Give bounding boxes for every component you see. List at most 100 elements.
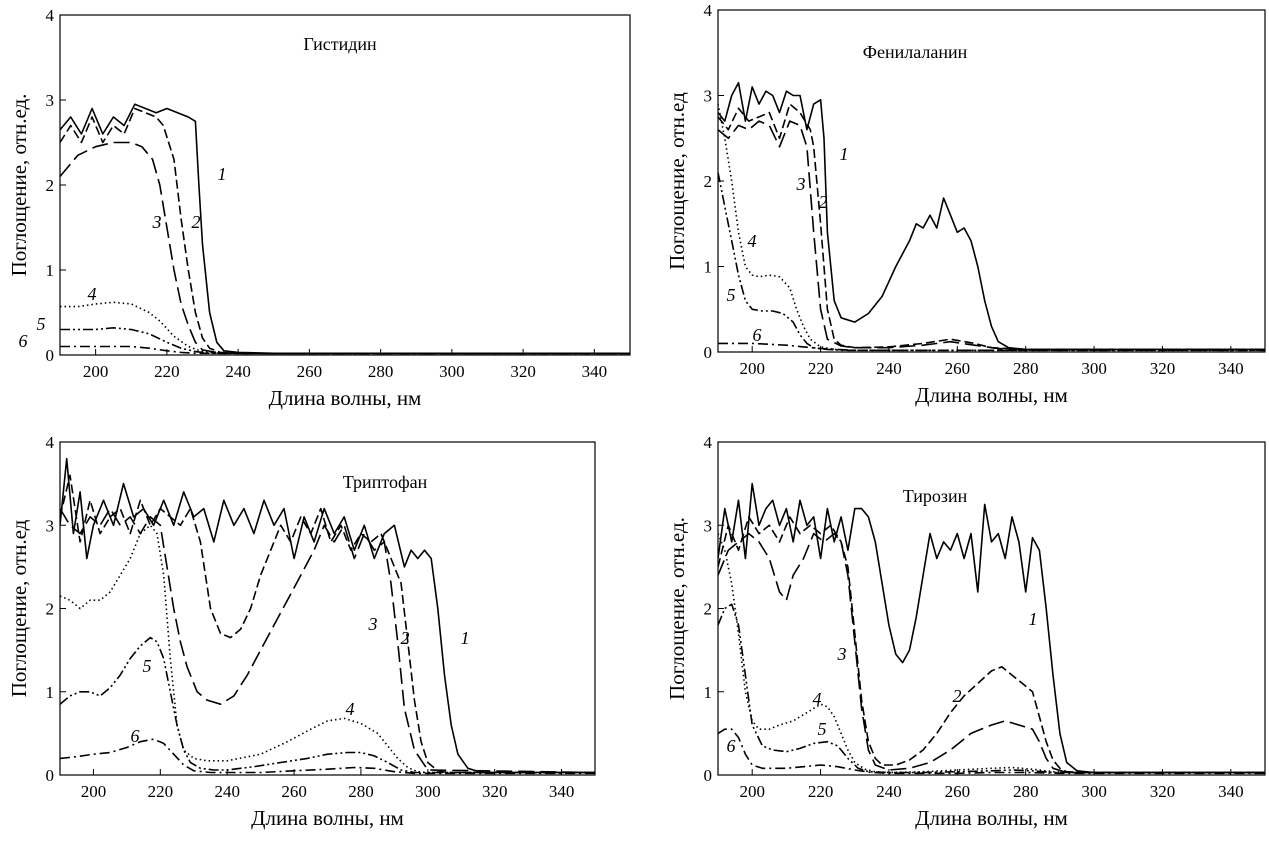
series-2-line [60,107,630,355]
x-tick-label: 280 [1013,782,1039,801]
x-tick-label: 260 [945,359,971,378]
series-5-line [718,603,1265,774]
x-axis-label: Длина волны, нм [915,806,1068,830]
x-tick-label: 260 [297,362,323,381]
y-tick-label: 1 [46,261,55,280]
x-axis-label: Длина волны, нм [915,383,1068,407]
y-axis-label: Поглощение, отн.ед. [7,94,31,277]
series-2-line [718,103,1265,351]
x-tick-label: 320 [510,362,536,381]
x-tick-label: 220 [808,782,834,801]
series-6-label: 6 [727,736,736,756]
y-tick-label: 0 [704,766,713,785]
series-6-label: 6 [753,325,762,345]
x-axis-label: Длина волны, нм [269,386,422,410]
panel-title: Триптофан [343,472,428,492]
series-4-line [60,524,595,774]
series-3-label: 3 [152,212,162,232]
x-tick-label: 340 [1218,782,1244,801]
series-6-line [60,345,630,355]
y-tick-label: 3 [46,91,55,110]
series-5-line [60,636,595,774]
y-tick-label: 0 [46,346,55,365]
series-3-line [60,141,630,355]
y-tick-label: 2 [46,176,55,195]
panel-title: Тирозин [903,486,968,506]
x-tick-label: 220 [808,359,834,378]
series-5-label: 5 [143,656,152,676]
y-axis-label: Поглощение, отн.ед. [665,517,689,700]
series-3-line [718,120,1265,351]
y-tick-label: 1 [704,258,713,277]
y-tick-label: 1 [46,683,55,702]
x-tick-label: 340 [1218,359,1244,378]
y-tick-label: 2 [704,600,713,619]
panel-title: Фенилаланин [863,42,968,62]
y-tick-label: 1 [704,683,713,702]
x-tick-label: 200 [81,782,107,801]
x-tick-label: 300 [439,362,465,381]
x-tick-label: 340 [582,362,608,381]
x-tick-label: 240 [225,362,251,381]
series-2-label: 2 [819,192,828,212]
x-tick-label: 280 [348,782,374,801]
y-tick-label: 0 [46,766,55,785]
y-tick-label: 2 [46,600,55,619]
x-tick-label: 340 [549,782,575,801]
series-4-line [718,103,1265,352]
series-2-label: 2 [401,628,410,648]
series-5-label: 5 [818,719,827,739]
chart-panel: 200 220 240 260 280 300 320 340 0 1 2 3 4 Длина волны… [665,433,1266,830]
series-4-label: 4 [813,689,822,709]
series-1-label: 1 [840,144,849,164]
y-tick-label: 4 [46,6,55,25]
x-tick-label: 320 [1150,782,1176,801]
series-2-label: 2 [192,212,201,232]
x-tick-label: 240 [876,359,902,378]
series-6-label: 6 [131,726,140,746]
series-5-line [60,326,630,355]
y-tick-label: 4 [704,1,713,20]
y-tick-label: 0 [704,343,713,362]
x-tick-label: 200 [739,782,765,801]
series-6-label: 6 [19,331,28,351]
series-4-line [60,301,630,355]
x-tick-label: 240 [876,782,902,801]
x-tick-label: 260 [281,782,307,801]
y-axis-label: Поглощение, отн.ед [665,92,689,270]
x-tick-label: 300 [415,782,441,801]
series-4-label: 4 [748,231,757,251]
x-tick-label: 240 [214,782,240,801]
x-tick-label: 260 [945,782,971,801]
x-tick-label: 300 [1081,359,1107,378]
series-3-line [718,532,1265,774]
x-tick-label: 300 [1081,782,1107,801]
plot-frame [59,14,631,356]
series-4-line [718,533,1265,774]
series-5-label: 5 [727,285,736,305]
x-tick-label: 200 [83,362,109,381]
series-2-label: 2 [953,686,962,706]
x-tick-label: 220 [148,782,174,801]
panel-title: Гистидин [303,34,377,54]
series-3-label: 3 [796,174,806,194]
series-1-line [718,482,1265,774]
series-6-line [60,738,595,775]
series-2-line [60,474,595,774]
x-axis-label: Длина волны, нм [251,806,404,830]
series-3-label: 3 [368,614,378,634]
series-6-line [718,342,1265,352]
x-tick-label: 200 [739,359,765,378]
series-1-line [718,81,1265,351]
series-2-line [718,516,1265,774]
plot-frame [59,441,596,776]
y-tick-label: 3 [704,87,713,106]
series-3-label: 3 [837,644,847,664]
series-4-label: 4 [88,284,97,304]
series-1-line [60,457,595,774]
x-tick-label: 320 [1150,359,1176,378]
